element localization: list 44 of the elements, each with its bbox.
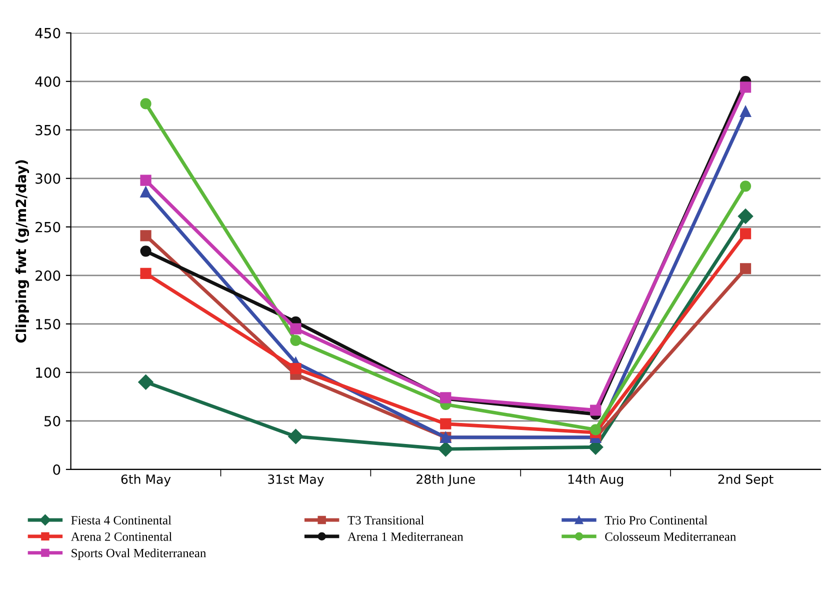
point (290, 334, 302, 346)
point (140, 246, 152, 257)
point (288, 428, 304, 444)
point (740, 180, 752, 192)
y-tick-label: 450 (35, 28, 60, 38)
point (740, 106, 752, 118)
y-tick-label: 0 (53, 464, 60, 475)
point (738, 208, 754, 224)
point (290, 323, 302, 334)
y-tick-label: 50 (44, 416, 60, 426)
point (138, 374, 154, 390)
legend-label: Colosseum Mediterranean (605, 532, 736, 541)
y-tick-label: 100 (36, 367, 60, 378)
legend-label: Fiesta 4 Continental (71, 516, 172, 524)
y-tick-label: 200 (36, 270, 60, 281)
x-tick-label: 28th June (416, 474, 475, 486)
point (140, 98, 152, 110)
point (740, 263, 752, 274)
legend-label: Sports Oval Mediterranean (72, 548, 206, 560)
legend-label: T3 Transitional (348, 516, 424, 524)
point (590, 404, 602, 416)
y-tick-label: 400 (35, 76, 60, 87)
legend-label: Arena 1 Mediterranean (348, 532, 464, 541)
y-tick-label: 350 (36, 124, 60, 136)
point (290, 362, 302, 374)
point (140, 174, 152, 186)
x-tick-label: 31st May (268, 474, 324, 486)
x-tick-label: 2nd Sept (718, 474, 774, 486)
point (438, 441, 454, 457)
y-tick-label: 300 (36, 173, 60, 184)
y-tick-label: 250 (36, 222, 60, 232)
legend-label: Arena 2 Continental (70, 532, 172, 541)
point (140, 268, 152, 280)
point (140, 186, 152, 198)
point (740, 82, 752, 93)
point (740, 228, 752, 240)
x-tick-label: 6th May (121, 474, 171, 486)
x-tick-label: 14th Aug (568, 474, 624, 486)
legend-label: Trio Pro Continental (604, 516, 708, 524)
y-axis-title: Clipping fwt (g/m2/day) (15, 160, 30, 343)
point (440, 418, 452, 430)
y-tick-label: 150 (36, 318, 60, 330)
point (590, 424, 602, 436)
point (140, 230, 152, 242)
